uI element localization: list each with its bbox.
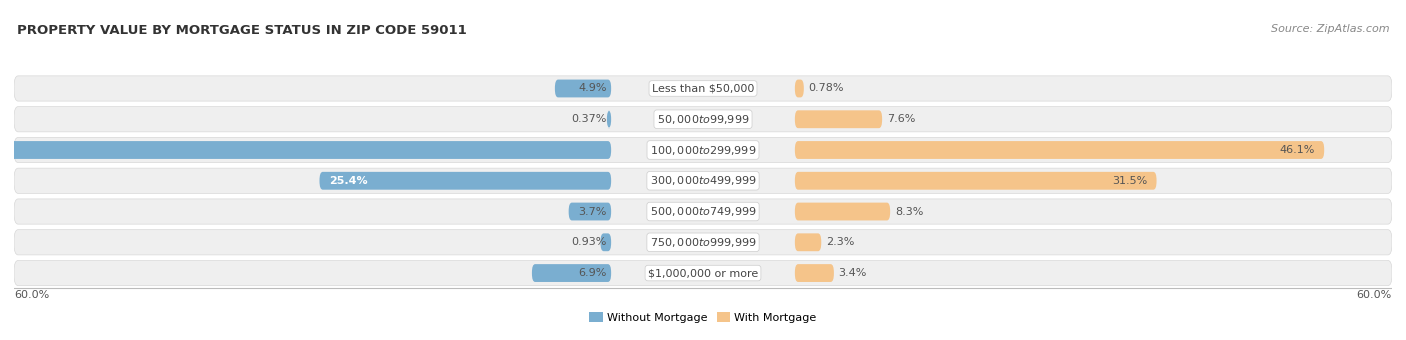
FancyBboxPatch shape (794, 110, 882, 128)
FancyBboxPatch shape (568, 203, 612, 220)
Text: 6.9%: 6.9% (578, 268, 606, 278)
Text: Source: ZipAtlas.com: Source: ZipAtlas.com (1271, 24, 1389, 34)
Text: 3.4%: 3.4% (838, 268, 868, 278)
Text: 0.37%: 0.37% (571, 114, 606, 124)
FancyBboxPatch shape (14, 168, 1392, 193)
FancyBboxPatch shape (794, 233, 821, 251)
FancyBboxPatch shape (14, 107, 1392, 132)
Text: 60.0%: 60.0% (14, 290, 49, 300)
FancyBboxPatch shape (14, 199, 1392, 224)
Text: $100,000 to $299,999: $100,000 to $299,999 (650, 143, 756, 156)
Text: 2.3%: 2.3% (825, 237, 855, 247)
FancyBboxPatch shape (319, 172, 612, 190)
FancyBboxPatch shape (607, 110, 612, 128)
Text: Less than $50,000: Less than $50,000 (652, 84, 754, 94)
FancyBboxPatch shape (794, 203, 890, 220)
Text: 25.4%: 25.4% (329, 176, 367, 186)
FancyBboxPatch shape (794, 264, 834, 282)
Text: 46.1%: 46.1% (1279, 145, 1315, 155)
Text: $500,000 to $749,999: $500,000 to $749,999 (650, 205, 756, 218)
Text: 7.6%: 7.6% (887, 114, 915, 124)
Text: 4.9%: 4.9% (578, 84, 606, 94)
Text: $750,000 to $999,999: $750,000 to $999,999 (650, 236, 756, 249)
FancyBboxPatch shape (600, 233, 612, 251)
Text: 0.78%: 0.78% (808, 84, 844, 94)
FancyBboxPatch shape (14, 137, 1392, 163)
Text: 0.93%: 0.93% (571, 237, 606, 247)
FancyBboxPatch shape (14, 230, 1392, 255)
FancyBboxPatch shape (794, 80, 804, 97)
FancyBboxPatch shape (14, 260, 1392, 286)
Text: 8.3%: 8.3% (894, 206, 924, 217)
Text: 60.0%: 60.0% (1357, 290, 1392, 300)
Text: $300,000 to $499,999: $300,000 to $499,999 (650, 174, 756, 187)
Text: 31.5%: 31.5% (1112, 176, 1147, 186)
FancyBboxPatch shape (794, 141, 1324, 159)
Text: PROPERTY VALUE BY MORTGAGE STATUS IN ZIP CODE 59011: PROPERTY VALUE BY MORTGAGE STATUS IN ZIP… (17, 24, 467, 37)
Text: 3.7%: 3.7% (578, 206, 606, 217)
FancyBboxPatch shape (531, 264, 612, 282)
FancyBboxPatch shape (555, 80, 612, 97)
FancyBboxPatch shape (0, 141, 612, 159)
Text: $1,000,000 or more: $1,000,000 or more (648, 268, 758, 278)
FancyBboxPatch shape (794, 172, 1157, 190)
Text: $50,000 to $99,999: $50,000 to $99,999 (657, 113, 749, 126)
FancyBboxPatch shape (14, 76, 1392, 101)
Legend: Without Mortgage, With Mortgage: Without Mortgage, With Mortgage (585, 308, 821, 327)
